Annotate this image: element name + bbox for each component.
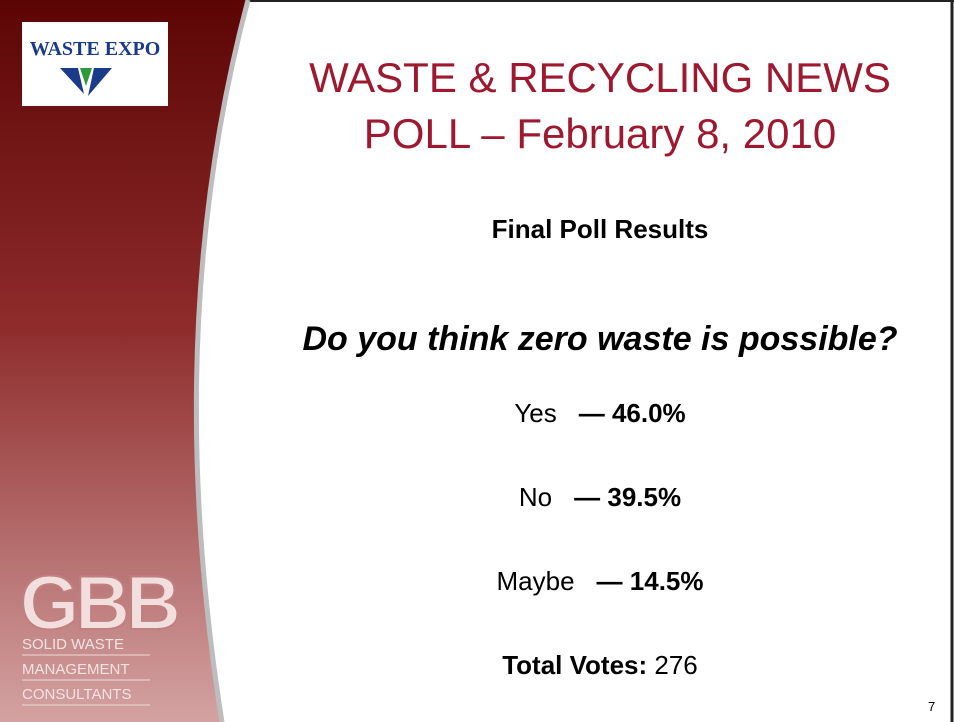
total-value: 276: [654, 650, 698, 680]
result-value: — 39.5%: [574, 482, 682, 512]
result-label: Yes: [514, 398, 557, 428]
total: Total Votes: 276: [250, 650, 950, 681]
result-label: No: [518, 482, 553, 512]
brand-line: SOLID WASTE: [22, 636, 124, 653]
side-panel: [0, 0, 248, 722]
logo-shape: [80, 68, 92, 86]
subtitle: Final Poll Results: [491, 214, 709, 244]
brand-name: GBB: [19, 560, 182, 647]
logo-shape: [88, 68, 112, 96]
page-number: 7: [928, 699, 936, 714]
total-label: Total Votes:: [502, 650, 648, 680]
logo-box: [22, 22, 168, 106]
logo-text: WASTE EXPO: [29, 38, 161, 60]
question: Do you think zero waste is possible?: [302, 320, 898, 358]
brand-line: MANAGEMENT: [22, 661, 130, 678]
title-line: POLL – February 8, 2010: [363, 110, 837, 157]
panel-curve: [193, 0, 251, 722]
result-value: — 14.5%: [596, 566, 704, 596]
result: Maybe — 14.5%: [250, 566, 950, 597]
result-label: Maybe: [496, 566, 575, 596]
result: Yes — 46.0%: [250, 398, 950, 429]
logo-shape: [60, 68, 84, 94]
result: No — 39.5%: [250, 482, 950, 513]
brand-line: CONSULTANTS: [22, 686, 132, 703]
result-value: — 46.0%: [578, 398, 686, 428]
title-line: WASTE & RECYCLING NEWS: [309, 54, 891, 101]
